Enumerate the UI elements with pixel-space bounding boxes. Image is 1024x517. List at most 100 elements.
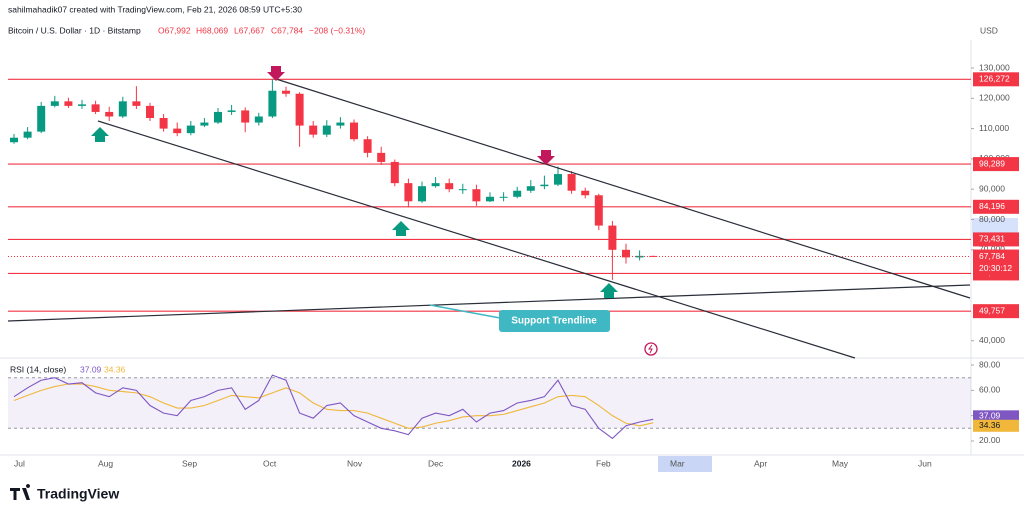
- rsi-tick-label: 80.00: [979, 359, 1001, 369]
- x-tick-label: Dec: [428, 458, 444, 468]
- candle-body: [295, 93, 304, 126]
- candle-body: [581, 190, 590, 196]
- rsi-tick-label: 20.00: [979, 435, 1001, 445]
- candle-body: [554, 174, 562, 185]
- x-tick-label: Aug: [98, 458, 113, 468]
- logo-text: TradingView: [37, 486, 119, 502]
- rsi-value-label: 37.09: [979, 411, 1001, 421]
- date-highlight: [658, 456, 712, 472]
- callout-pointer: [429, 304, 501, 319]
- x-tick-label: Apr: [754, 458, 767, 468]
- y-tick-label: 130,000: [979, 62, 1010, 72]
- x-tick-label: Jul: [14, 458, 25, 468]
- countdown: 20:30:12: [979, 263, 1012, 273]
- candle-body: [445, 183, 454, 190]
- channel-bottom: [97, 120, 856, 359]
- candle-body: [390, 161, 399, 184]
- x-tick-label: May: [832, 458, 849, 468]
- candle-body: [608, 225, 617, 250]
- change: −208 (−0.31%): [309, 25, 365, 35]
- down-arrow: [267, 66, 285, 81]
- rsi-legend-value: 37.09: [80, 364, 102, 374]
- candle-body: [118, 101, 127, 117]
- candle-body: [336, 122, 345, 126]
- up-arrow: [91, 127, 109, 142]
- candle-body: [594, 195, 603, 226]
- ohlc-high: H68,069: [196, 25, 228, 35]
- candle-body: [214, 111, 222, 123]
- candle-body: [254, 116, 263, 123]
- x-tick-label: Oct: [263, 458, 277, 468]
- rsi-ma-line: [13, 383, 654, 429]
- candle-body: [513, 190, 522, 197]
- up-arrow: [600, 283, 618, 298]
- candle-body: [241, 110, 250, 123]
- author-line: sahilmahadik07 created with TradingView.…: [8, 4, 302, 14]
- candle-body: [499, 196, 508, 198]
- x-tick-label: Nov: [347, 458, 363, 468]
- rsi-name: RSI (14, close): [10, 364, 66, 374]
- y-tick-label: 90,000: [979, 183, 1005, 193]
- rsi-legend-ma: 34.36: [104, 364, 126, 374]
- level-label: 98,289: [979, 158, 1005, 168]
- support-trendline: [7, 284, 971, 322]
- event-icon-bolt: [648, 344, 653, 354]
- last-price-label: 67,784: [979, 251, 1005, 261]
- channel-top: [275, 78, 971, 299]
- candle-body: [418, 186, 426, 202]
- level-label: 49,757: [979, 305, 1005, 315]
- level-label: 84,196: [979, 201, 1005, 211]
- level-label-box: [973, 232, 1019, 247]
- ohlc-low: L67,667: [234, 25, 265, 35]
- event-icon[interactable]: [644, 342, 658, 356]
- down-arrow: [537, 150, 555, 165]
- y-tick-label: 40,000: [979, 335, 1005, 345]
- level-label-box: [973, 304, 1019, 319]
- candle-body: [431, 183, 440, 187]
- candle-body: [282, 90, 290, 94]
- symbol: Bitcoin / U.S. Dollar · 1D · Bitstamp: [8, 25, 141, 35]
- candle-body: [200, 122, 209, 126]
- y-tick-label: 120,000: [979, 93, 1010, 103]
- last-price-box: [973, 249, 1019, 276]
- x-tick-label: Jun: [918, 458, 932, 468]
- candle-body: [458, 189, 467, 191]
- rsi-value-box: [973, 419, 1019, 432]
- rsi-value-box: [973, 410, 1019, 423]
- rsi-tick-label: 60.00: [979, 385, 1001, 395]
- x-tick-label: 2026: [512, 458, 531, 468]
- candle-body: [159, 118, 168, 129]
- callout-box: [499, 310, 610, 332]
- x-tick-label: Mar: [670, 458, 685, 468]
- candle-body: [91, 104, 100, 112]
- level-label-box: [973, 199, 1019, 214]
- y-tick-label: 70,000: [979, 244, 1005, 254]
- candle-body: [635, 255, 644, 258]
- candle-body: [186, 125, 195, 134]
- candle-body: [146, 105, 154, 118]
- candle-body: [309, 125, 318, 135]
- candle-body: [227, 110, 236, 112]
- candle-body: [268, 90, 277, 117]
- rsi-band: [8, 377, 971, 429]
- currency: USD: [980, 25, 998, 35]
- candle-body: [78, 104, 86, 106]
- candle-body: [37, 105, 46, 132]
- up-arrow: [392, 221, 410, 236]
- candle-body: [404, 183, 413, 202]
- level-label: 126,272: [979, 74, 1010, 84]
- candle-body: [132, 101, 141, 106]
- x-tick-label: Sep: [182, 458, 197, 468]
- candle-body: [363, 139, 372, 153]
- candle-body: [173, 128, 182, 134]
- candle-body: [472, 189, 481, 202]
- y-tick-label: 80,000: [979, 214, 1005, 224]
- candle-body: [105, 111, 114, 117]
- x-tick-label: Feb: [596, 458, 611, 468]
- candle-body: [486, 196, 494, 202]
- ohlc-open: O67,992: [158, 25, 191, 35]
- candle-body: [540, 184, 549, 187]
- candle-body: [64, 101, 73, 106]
- candle-body: [10, 137, 18, 143]
